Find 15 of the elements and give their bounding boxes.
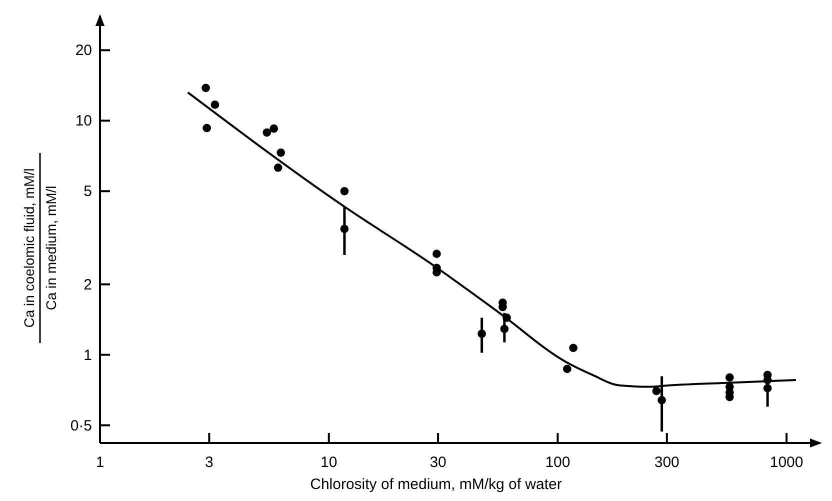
x-tick-label: 1 bbox=[96, 454, 104, 471]
x-tick-label: 3 bbox=[205, 454, 214, 471]
y-axis-title: Ca in coelomic fluid, mM/l Ca in medium, mM/l bbox=[21, 168, 59, 328]
y-tick-label: 10 bbox=[75, 112, 92, 130]
y-tick-label: 5 bbox=[84, 183, 92, 200]
y-tick-label: 0·5 bbox=[70, 417, 92, 434]
x-tick-label: 10 bbox=[320, 454, 338, 471]
x-axis-title: Chlorosity of medium, mM/kg of water bbox=[310, 476, 562, 493]
x-tick-label: 300 bbox=[654, 454, 680, 471]
x-tick-label: 30 bbox=[430, 454, 446, 471]
y-tick-label: 1 bbox=[84, 346, 92, 364]
y-tick-label: 20 bbox=[75, 42, 92, 60]
x-tick-label: 1000 bbox=[770, 454, 804, 471]
x-tick-label: 100 bbox=[545, 454, 570, 471]
y-tick-label: 2 bbox=[84, 276, 92, 294]
